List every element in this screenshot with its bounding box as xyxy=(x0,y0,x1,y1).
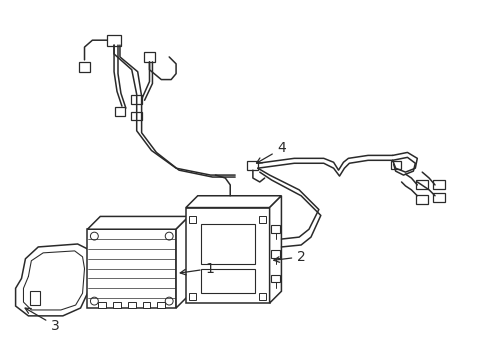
Polygon shape xyxy=(176,216,189,308)
Bar xyxy=(391,161,400,169)
Text: 4: 4 xyxy=(256,141,286,163)
Bar xyxy=(271,275,280,282)
Text: 1: 1 xyxy=(180,262,215,276)
Bar xyxy=(189,293,196,300)
Bar xyxy=(131,112,142,121)
Text: 2: 2 xyxy=(274,250,306,264)
Bar xyxy=(189,216,196,223)
Bar xyxy=(157,302,165,308)
Bar xyxy=(128,302,136,308)
Text: 3: 3 xyxy=(25,308,60,333)
Bar xyxy=(79,62,90,72)
Bar xyxy=(115,107,125,116)
Bar xyxy=(30,291,40,305)
Bar xyxy=(271,225,280,233)
Bar xyxy=(271,250,280,258)
Bar xyxy=(416,195,428,204)
Polygon shape xyxy=(16,244,91,316)
Polygon shape xyxy=(201,224,255,264)
Bar xyxy=(143,302,150,308)
Bar xyxy=(416,180,428,189)
Bar xyxy=(259,216,266,223)
Polygon shape xyxy=(201,269,255,293)
Bar xyxy=(433,180,445,189)
Bar xyxy=(98,302,106,308)
Bar xyxy=(113,302,121,308)
Bar xyxy=(259,293,266,300)
Bar xyxy=(433,193,445,202)
Polygon shape xyxy=(186,196,281,208)
Polygon shape xyxy=(186,208,270,303)
Polygon shape xyxy=(88,229,176,308)
Polygon shape xyxy=(270,196,281,303)
Bar xyxy=(247,161,258,170)
Bar xyxy=(107,35,121,46)
Polygon shape xyxy=(88,216,189,229)
Bar xyxy=(144,52,155,62)
Bar xyxy=(131,95,142,104)
